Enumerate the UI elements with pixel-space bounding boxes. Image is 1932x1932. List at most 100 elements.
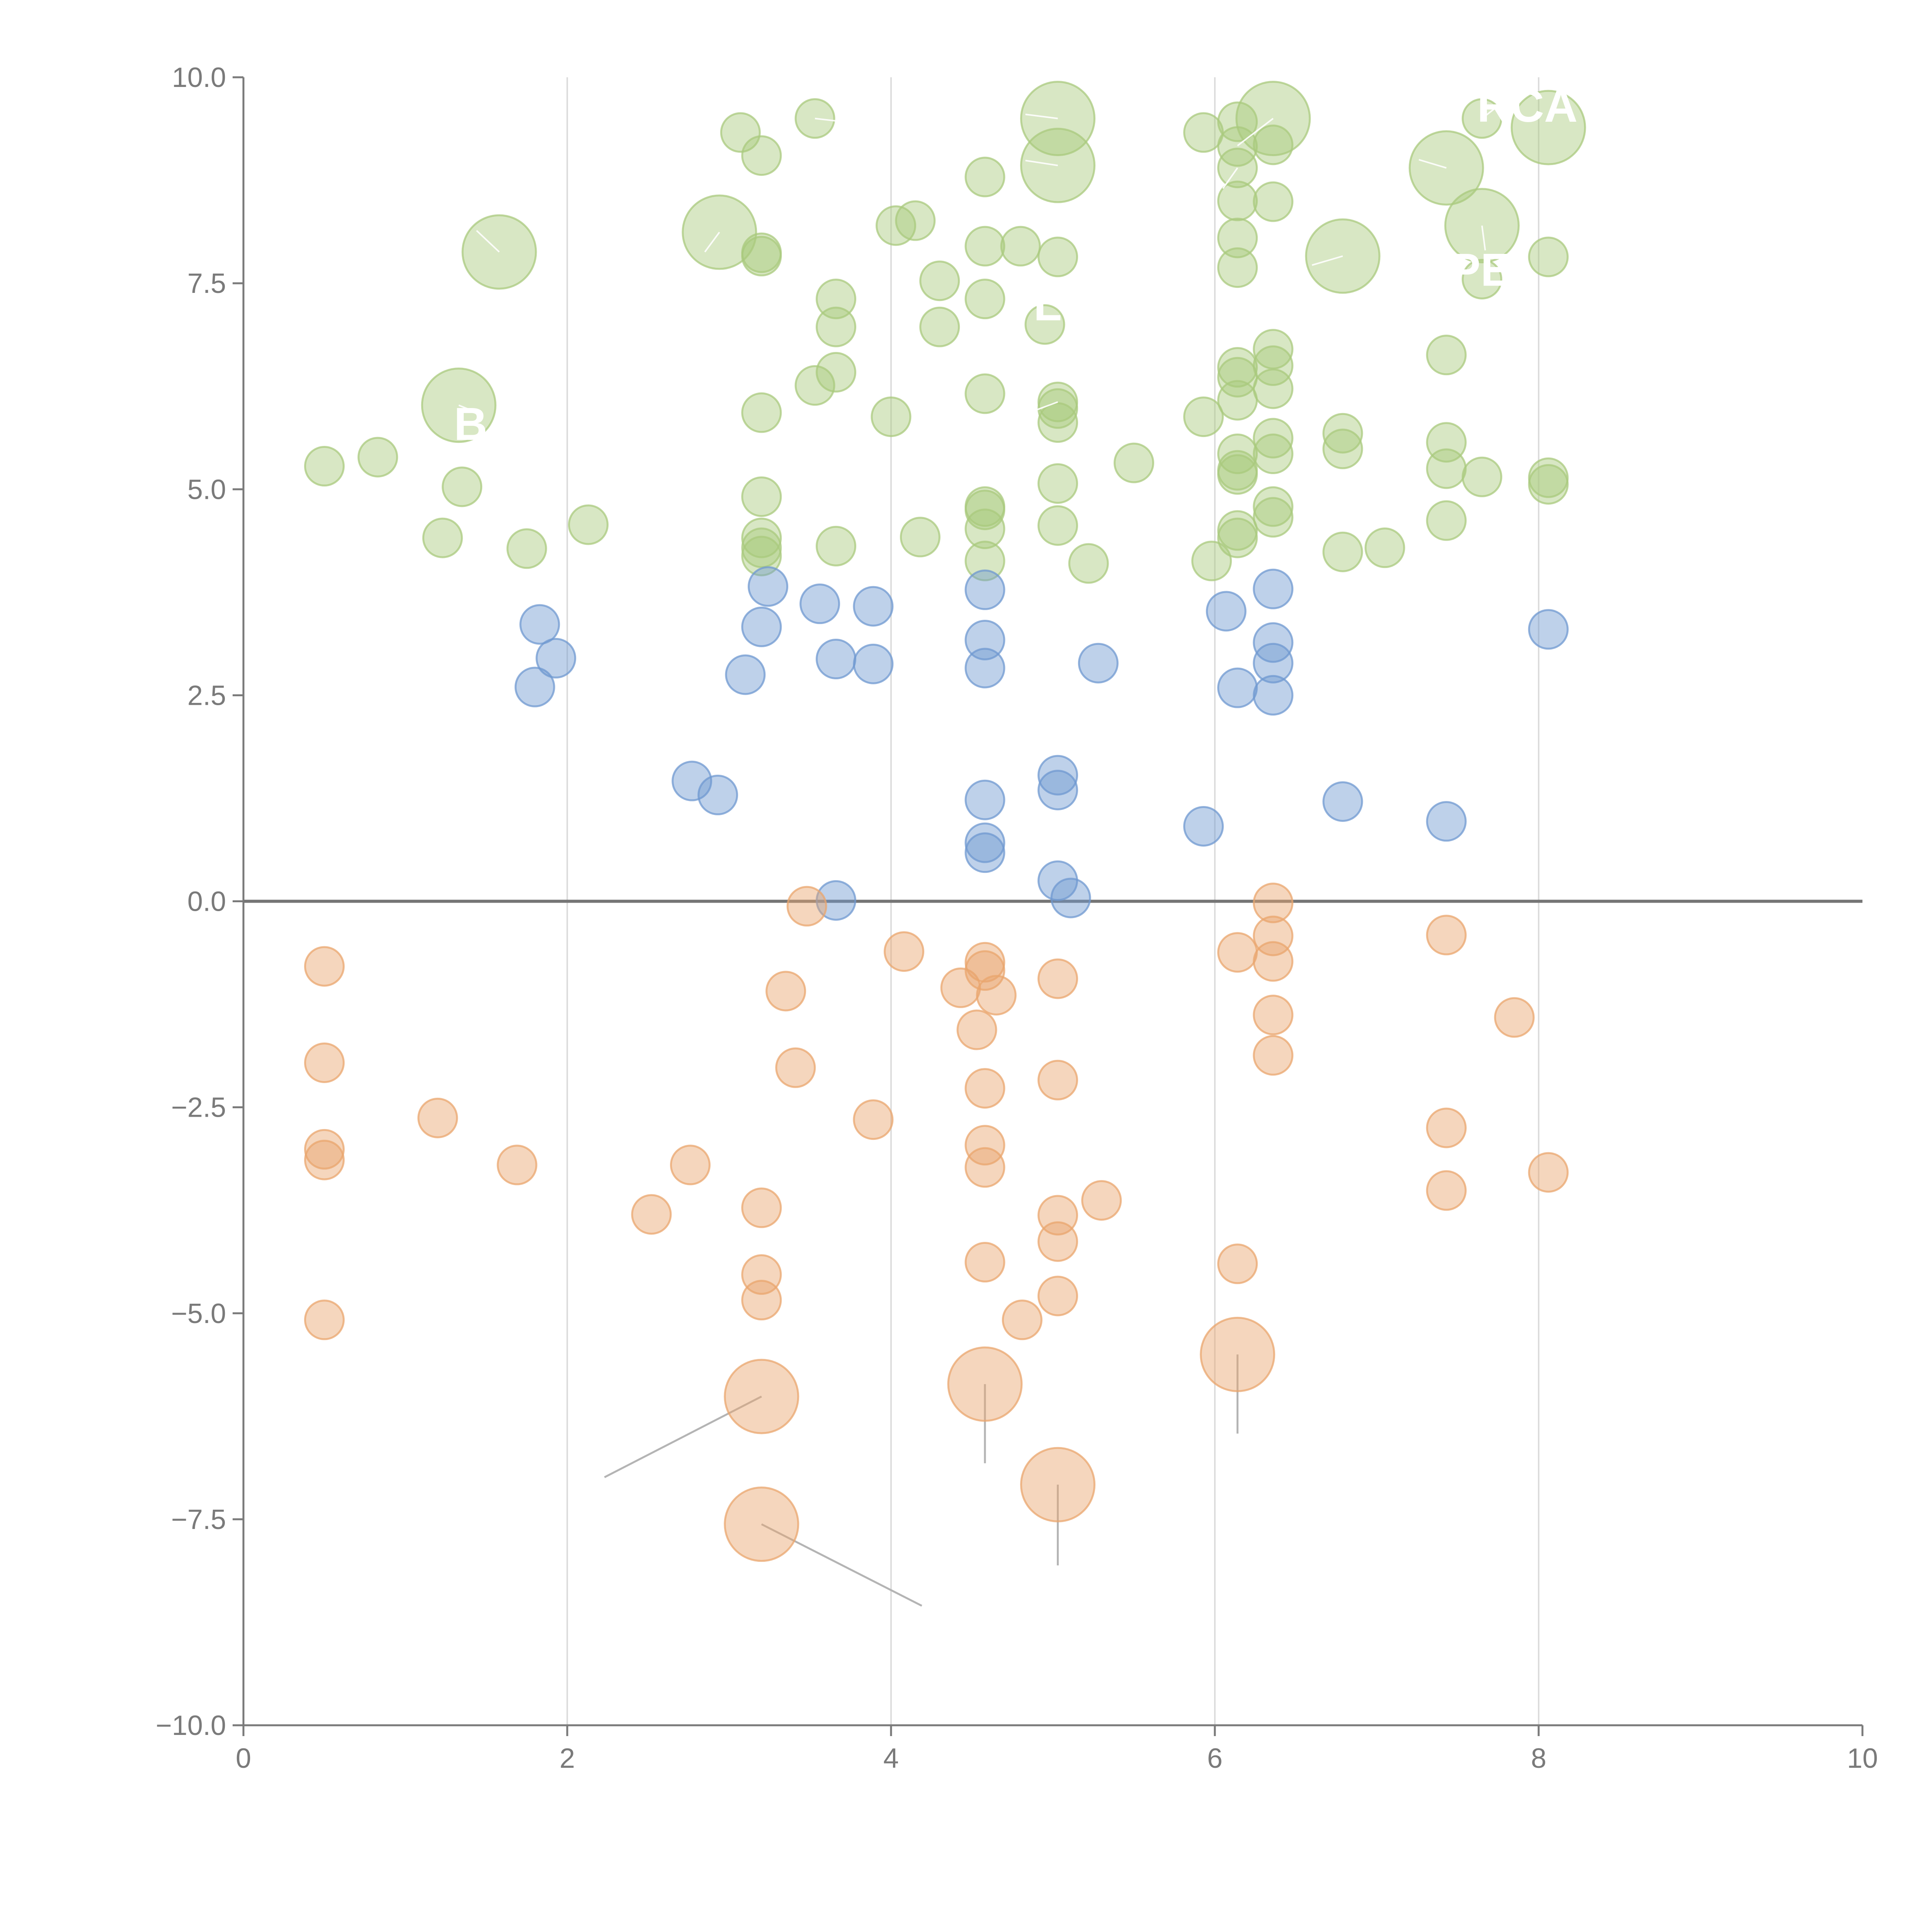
data-point: [631, 1194, 672, 1235]
data-point: [1253, 345, 1294, 386]
light-leader-line: [1481, 225, 1486, 251]
data-point: [1253, 643, 1294, 684]
data-point: [1037, 958, 1078, 999]
data-point: [741, 606, 782, 647]
data-point: [816, 306, 857, 347]
data-point: [568, 504, 609, 545]
data-point: [1528, 1152, 1569, 1193]
data-point: [964, 156, 1005, 197]
data-point: [1037, 755, 1078, 796]
data-point: [1426, 500, 1467, 541]
data-point: [976, 975, 1017, 1016]
light-leader-line: [1025, 113, 1058, 119]
data-point: [1037, 463, 1078, 504]
y-tick-label: 5.0: [187, 474, 226, 505]
light-leader-line: [1237, 118, 1274, 146]
data-point: [964, 779, 1005, 820]
data-point: [741, 1280, 782, 1321]
x-tick-label: 0: [236, 1743, 251, 1774]
data-point: [1322, 531, 1363, 572]
data-point-large: [724, 1486, 799, 1562]
data-point: [417, 1097, 458, 1138]
data-point: [1037, 1060, 1078, 1100]
light-leader-line: [1481, 101, 1504, 119]
data-point: [884, 931, 925, 972]
leader-line: [604, 1395, 762, 1478]
data-point: [1253, 883, 1294, 923]
leader-line: [761, 1523, 922, 1607]
data-point: [1322, 781, 1363, 822]
data-point: [1253, 622, 1294, 663]
point-labels: RCA PE L B \/: [454, 80, 1578, 1426]
data-point: [1253, 675, 1294, 716]
point-label: PE: [1450, 244, 1512, 296]
data-point: [304, 1129, 345, 1170]
data-point: [422, 517, 463, 558]
data-point: [964, 226, 1005, 267]
data-point: [1528, 464, 1569, 505]
data-point: [1078, 643, 1119, 684]
data-point: [1037, 770, 1078, 811]
light-leader-line: [458, 404, 483, 416]
data-point: [895, 200, 936, 241]
data-point: [775, 1047, 816, 1088]
data-point: [964, 619, 1005, 660]
data-point: [900, 517, 940, 558]
data-point: [304, 1299, 345, 1340]
data-point: [672, 760, 713, 801]
data-point: [964, 942, 1005, 983]
data-point: [1217, 454, 1258, 495]
data-point: [1253, 941, 1294, 982]
data-point: [304, 446, 345, 487]
data-point: [1024, 304, 1065, 345]
data-point: [741, 527, 782, 568]
light-leader-line: [1418, 159, 1447, 169]
data-point: [670, 1145, 711, 1185]
x-tick-label: 2: [560, 1743, 575, 1774]
data-point: [1217, 180, 1258, 221]
point-label: \/: [1037, 1374, 1063, 1426]
data-point-large: [724, 1359, 799, 1434]
data-point: [1253, 1035, 1294, 1076]
data-point: [536, 638, 577, 679]
data-point: [519, 604, 560, 645]
y-tick-label: 2.5: [187, 680, 226, 711]
data-point: [1322, 413, 1363, 454]
y-tick-label: −7.5: [171, 1504, 226, 1535]
data-point: [725, 654, 766, 695]
data-point: [1426, 1170, 1467, 1211]
data-point: [1253, 995, 1294, 1036]
data-point: [816, 279, 857, 320]
data-point-large: [1510, 90, 1586, 165]
data-point: [1217, 247, 1258, 288]
data-point: [964, 1242, 1005, 1283]
data-point: [1217, 380, 1258, 421]
data-point: [497, 1145, 537, 1185]
leader-lines: [604, 1354, 1239, 1607]
data-point: [964, 1147, 1005, 1188]
data-point: [1114, 442, 1154, 483]
data-point-large: [1200, 1316, 1276, 1392]
data-point: [741, 476, 782, 517]
data-point: [964, 822, 1005, 863]
data-point: [919, 260, 960, 301]
data-point: [1050, 878, 1091, 918]
data-point: [442, 466, 483, 507]
point-label: B: [454, 398, 488, 450]
data-point: [1426, 335, 1467, 376]
data-point: [741, 536, 782, 577]
data-point: [1002, 1299, 1043, 1340]
data-point: [1364, 527, 1405, 568]
y-tick-label: 10.0: [172, 62, 226, 93]
data-point: [799, 583, 840, 624]
light-leader-line: [1025, 160, 1058, 167]
data-point: [1253, 568, 1294, 609]
data-point: [1494, 997, 1535, 1038]
data-point: [506, 528, 547, 569]
data-point: [765, 971, 806, 1012]
y-tick-label: −2.5: [171, 1092, 226, 1123]
data-point: [1217, 667, 1258, 708]
data-point: [794, 365, 835, 406]
data-point: [964, 832, 1005, 873]
